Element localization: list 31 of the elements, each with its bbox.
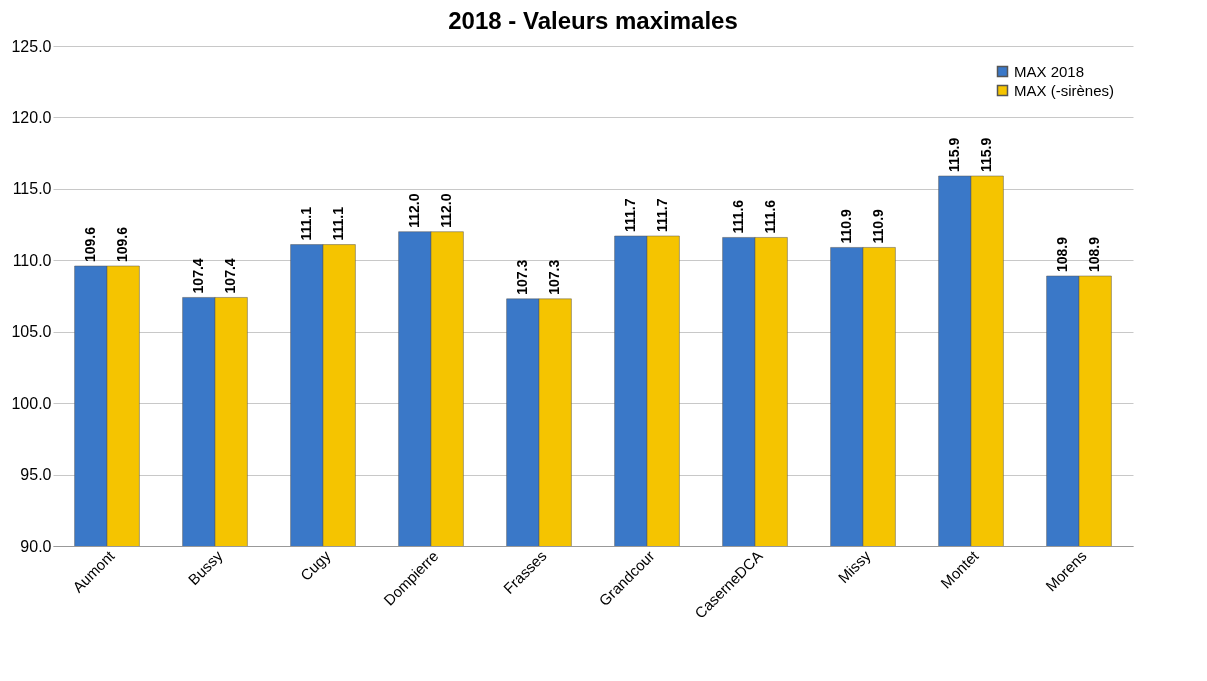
data-label: 111.7: [621, 198, 638, 232]
chart-title: 2018 - Valeurs maximales: [448, 7, 738, 34]
data-label: 108.9: [1086, 236, 1103, 272]
y-tick-label: 115.0: [12, 180, 52, 198]
data-label: 109.6: [81, 226, 98, 262]
data-label: 108.9: [1053, 236, 1070, 272]
data-label: 111.6: [762, 199, 779, 234]
y-tick-label: 90.0: [20, 537, 52, 555]
data-label: 111.6: [729, 199, 746, 234]
legend-label: MAX 2018: [1014, 62, 1085, 80]
data-label: 110.9: [837, 208, 854, 244]
data-label: 110.9: [870, 208, 887, 244]
data-label: 107.3: [546, 259, 563, 295]
data-label: 107.4: [222, 258, 239, 294]
y-tick-label: 125.0: [11, 37, 52, 55]
y-tick-label: 100.0: [11, 394, 52, 412]
y-tick-label: 120.0: [11, 108, 52, 126]
data-label: 115.9: [945, 137, 962, 172]
data-label: 112.0: [438, 193, 455, 228]
y-tick-label: 105.0: [11, 323, 52, 341]
y-tick-label: 95.0: [20, 466, 52, 484]
data-label: 111.1: [330, 206, 347, 241]
y-tick-label: 110.0: [12, 251, 52, 269]
data-label: 111.1: [297, 206, 314, 241]
data-label: 107.4: [189, 258, 206, 294]
data-label: 112.0: [405, 193, 422, 228]
legend-label: MAX (-sirènes): [1014, 81, 1115, 99]
data-label: 111.7: [654, 198, 671, 232]
data-label: 107.3: [513, 259, 530, 295]
data-label: 109.6: [114, 226, 131, 262]
data-label: 115.9: [978, 137, 995, 172]
